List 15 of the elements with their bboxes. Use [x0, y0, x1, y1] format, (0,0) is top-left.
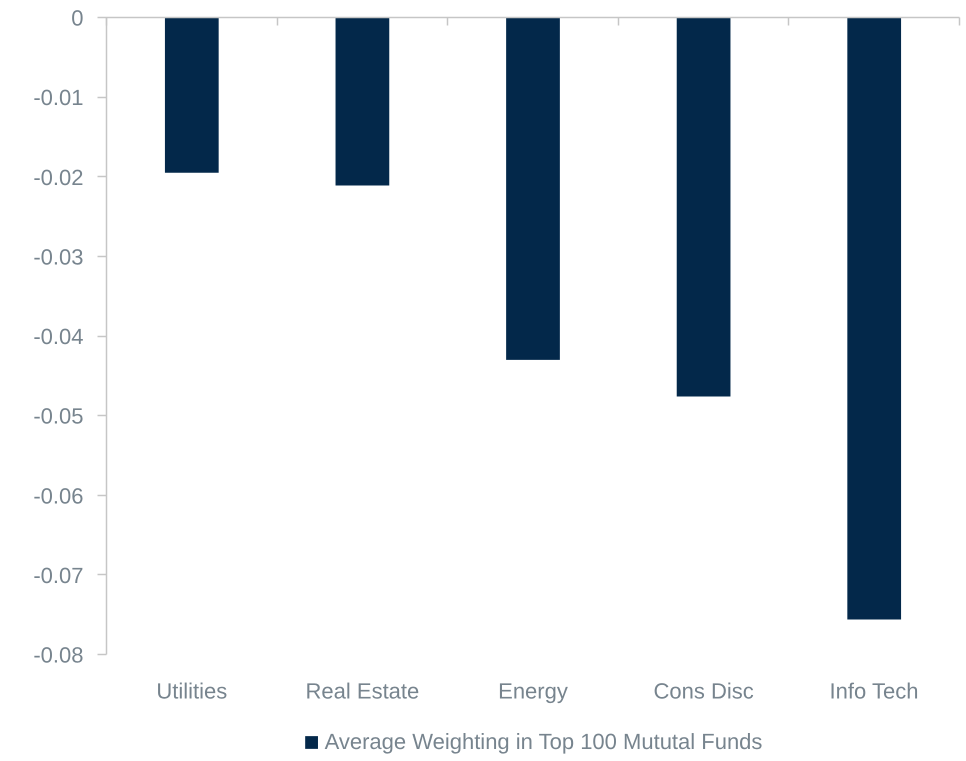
y-tick-label: -0.03: [33, 244, 84, 270]
y-tick-label: -0.06: [33, 483, 84, 508]
y-tick-label: -0.01: [33, 85, 84, 110]
x-tick-label: Info Tech: [830, 678, 918, 704]
y-tick-label: -0.05: [33, 404, 84, 429]
x-tick-label: Utilities: [156, 678, 228, 704]
y-tick-label: -0.02: [33, 164, 84, 190]
x-tick-label: Energy: [498, 678, 568, 704]
y-tick-label: 0: [71, 6, 84, 30]
legend-label: Average Weighting in Top 100 Mututal Funds: [324, 729, 762, 755]
x-tick-label: Real Estate: [306, 678, 420, 704]
y-tick-label: -0.07: [33, 562, 84, 588]
y-tick-label: -0.08: [33, 642, 84, 668]
x-tick-label: Cons Disc: [653, 678, 754, 704]
y-tick-label: -0.04: [33, 324, 84, 349]
